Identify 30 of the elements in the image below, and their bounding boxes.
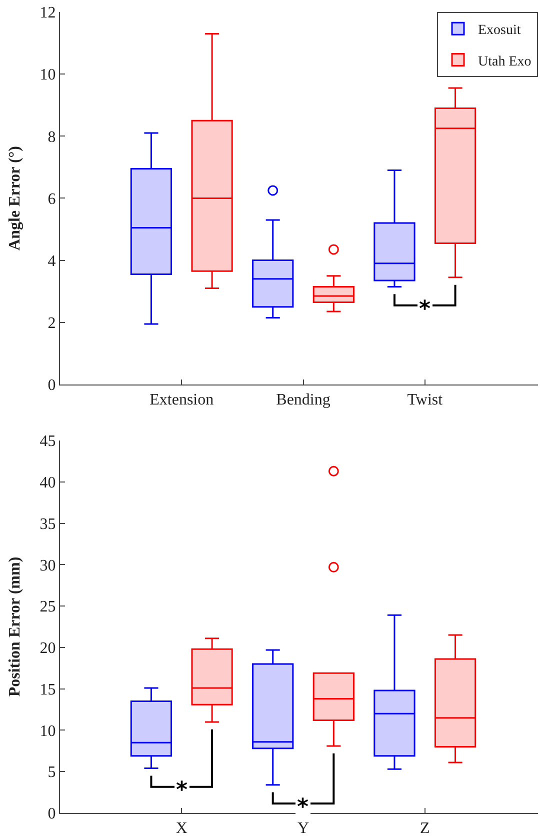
y-tick-label: 5: [48, 764, 56, 782]
x-tick-label: X: [176, 820, 188, 838]
y-tick-label: 10: [40, 722, 56, 740]
y-tick-label: 12: [40, 4, 56, 22]
legend-label: Utah Exo: [478, 54, 532, 70]
annotation: *: [176, 778, 188, 803]
y-tick-label: 40: [40, 474, 56, 492]
y-axis-title: Angle Error (°): [6, 146, 24, 250]
y-tick-label: 10: [40, 66, 56, 84]
y-tick-label: 2: [48, 314, 56, 332]
annotation: *: [419, 297, 431, 322]
y-tick-label: 0: [48, 806, 56, 823]
y-tick-label: 4: [48, 252, 56, 270]
x-tick-label: Y: [297, 820, 310, 838]
x-tick-label: Z: [420, 820, 430, 838]
y-tick-label: 35: [40, 516, 56, 533]
annotation: *: [297, 795, 309, 820]
x-tick-label: Extension: [150, 392, 214, 409]
y-axis-title: Position Error (mm): [6, 556, 24, 697]
y-tick-label: 20: [40, 640, 56, 658]
y-tick-label: 45: [40, 433, 56, 450]
y-tick-label: 0: [48, 377, 56, 394]
y-tick-label: 6: [48, 190, 56, 208]
y-tick-label: 30: [40, 557, 56, 574]
y-tick-label: 8: [48, 128, 56, 146]
x-tick-label: Bending: [276, 392, 330, 409]
y-tick-label: 25: [40, 598, 56, 616]
legend-label: Exosuit: [478, 23, 521, 38]
x-tick-label: Twist: [407, 392, 444, 409]
y-tick-label: 15: [40, 681, 56, 698]
